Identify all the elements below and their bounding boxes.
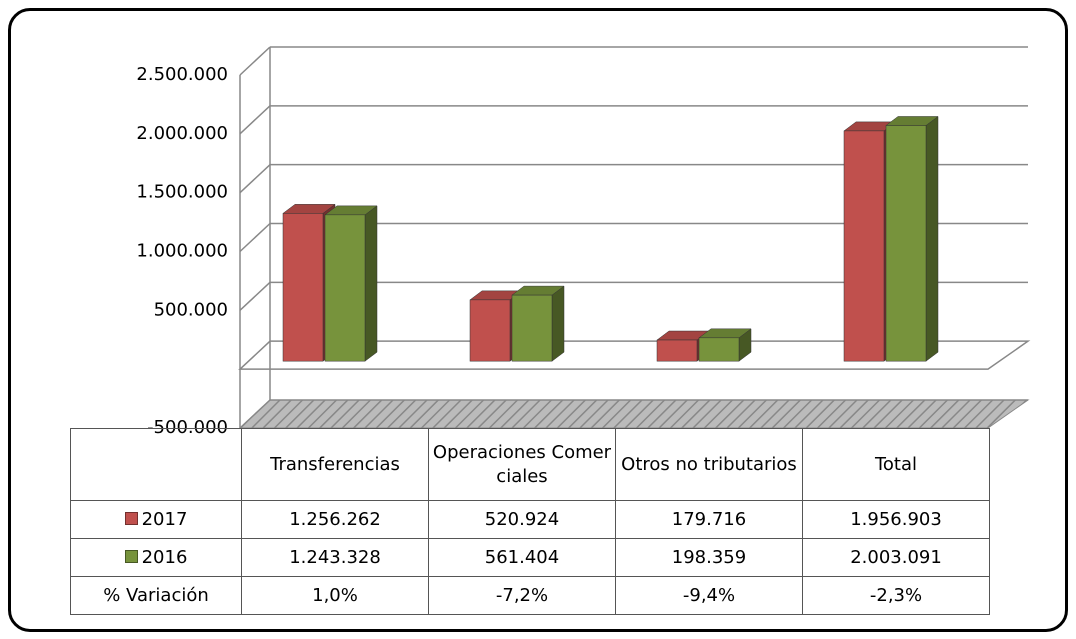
bar bbox=[698, 337, 740, 362]
row-label: % Variación bbox=[70, 576, 242, 615]
x-tick-label: Operaciones Comerciales bbox=[428, 428, 616, 501]
grid-line bbox=[239, 46, 271, 76]
value-label: 198.359 bbox=[615, 538, 803, 577]
value-label: 520.924 bbox=[428, 500, 616, 539]
series-row: 2017 1.256.262 520.924 179.716 1.956.903 bbox=[70, 500, 990, 539]
grid-line bbox=[239, 399, 271, 429]
legend-entry: 2017 bbox=[70, 500, 242, 539]
bar bbox=[885, 125, 927, 362]
x-tick-label: Transferencias bbox=[241, 428, 429, 501]
value-label: 561.404 bbox=[428, 538, 616, 577]
value-label: -9,4% bbox=[615, 576, 803, 615]
bar bbox=[282, 213, 324, 362]
grid-line bbox=[239, 281, 271, 311]
value-label: -7,2% bbox=[428, 576, 616, 615]
header-row: Transferencias Operaciones Comerciales Otr… bbox=[70, 428, 990, 501]
bar-side bbox=[551, 285, 565, 362]
y-tick-label: 2.500.000 bbox=[136, 64, 228, 85]
frame bbox=[8, 8, 1068, 632]
grid-line bbox=[239, 105, 271, 135]
grid-line bbox=[239, 164, 271, 194]
bar bbox=[843, 130, 885, 362]
bar bbox=[469, 299, 511, 362]
y-tick-label: 500.000 bbox=[154, 299, 228, 320]
variation-row: % Variación 1,0% -7,2% -9,4% -2,3% bbox=[70, 576, 990, 615]
value-label: -2,3% bbox=[802, 576, 990, 615]
bar bbox=[324, 214, 366, 362]
bar-side bbox=[925, 115, 939, 362]
value-label: 2.003.091 bbox=[802, 538, 990, 577]
x-tick-label: Total bbox=[802, 428, 990, 501]
floor bbox=[238, 399, 1030, 429]
value-label: 1.243.328 bbox=[241, 538, 429, 577]
value-label: 1,0% bbox=[241, 576, 429, 615]
value-label: 1.956.903 bbox=[802, 500, 990, 539]
y-tick-label: 1.500.000 bbox=[136, 182, 228, 203]
data-table: Transferencias Operaciones Comerciales Otr… bbox=[70, 428, 990, 615]
legend-key bbox=[124, 550, 138, 563]
legend-label: 2016 bbox=[141, 547, 188, 568]
legend-entry: 2016 bbox=[70, 538, 242, 577]
empty-cell bbox=[70, 428, 242, 501]
legend-label: 2017 bbox=[141, 509, 188, 530]
x-tick-label: Otros no tributarios bbox=[615, 428, 803, 501]
bar bbox=[511, 294, 553, 362]
bar bbox=[656, 339, 698, 362]
legend-key bbox=[124, 512, 138, 525]
series-row: 2016 1.243.328 561.404 198.359 2.003.091 bbox=[70, 538, 990, 577]
y-tick-label: 2.000.000 bbox=[136, 123, 228, 144]
zero-plane bbox=[238, 340, 1031, 370]
value-label: 1.256.262 bbox=[241, 500, 429, 539]
bar-side bbox=[364, 205, 378, 362]
value-label: 179.716 bbox=[615, 500, 803, 539]
y-tick-label: 1.000.000 bbox=[136, 241, 228, 262]
grid-line bbox=[239, 222, 271, 253]
